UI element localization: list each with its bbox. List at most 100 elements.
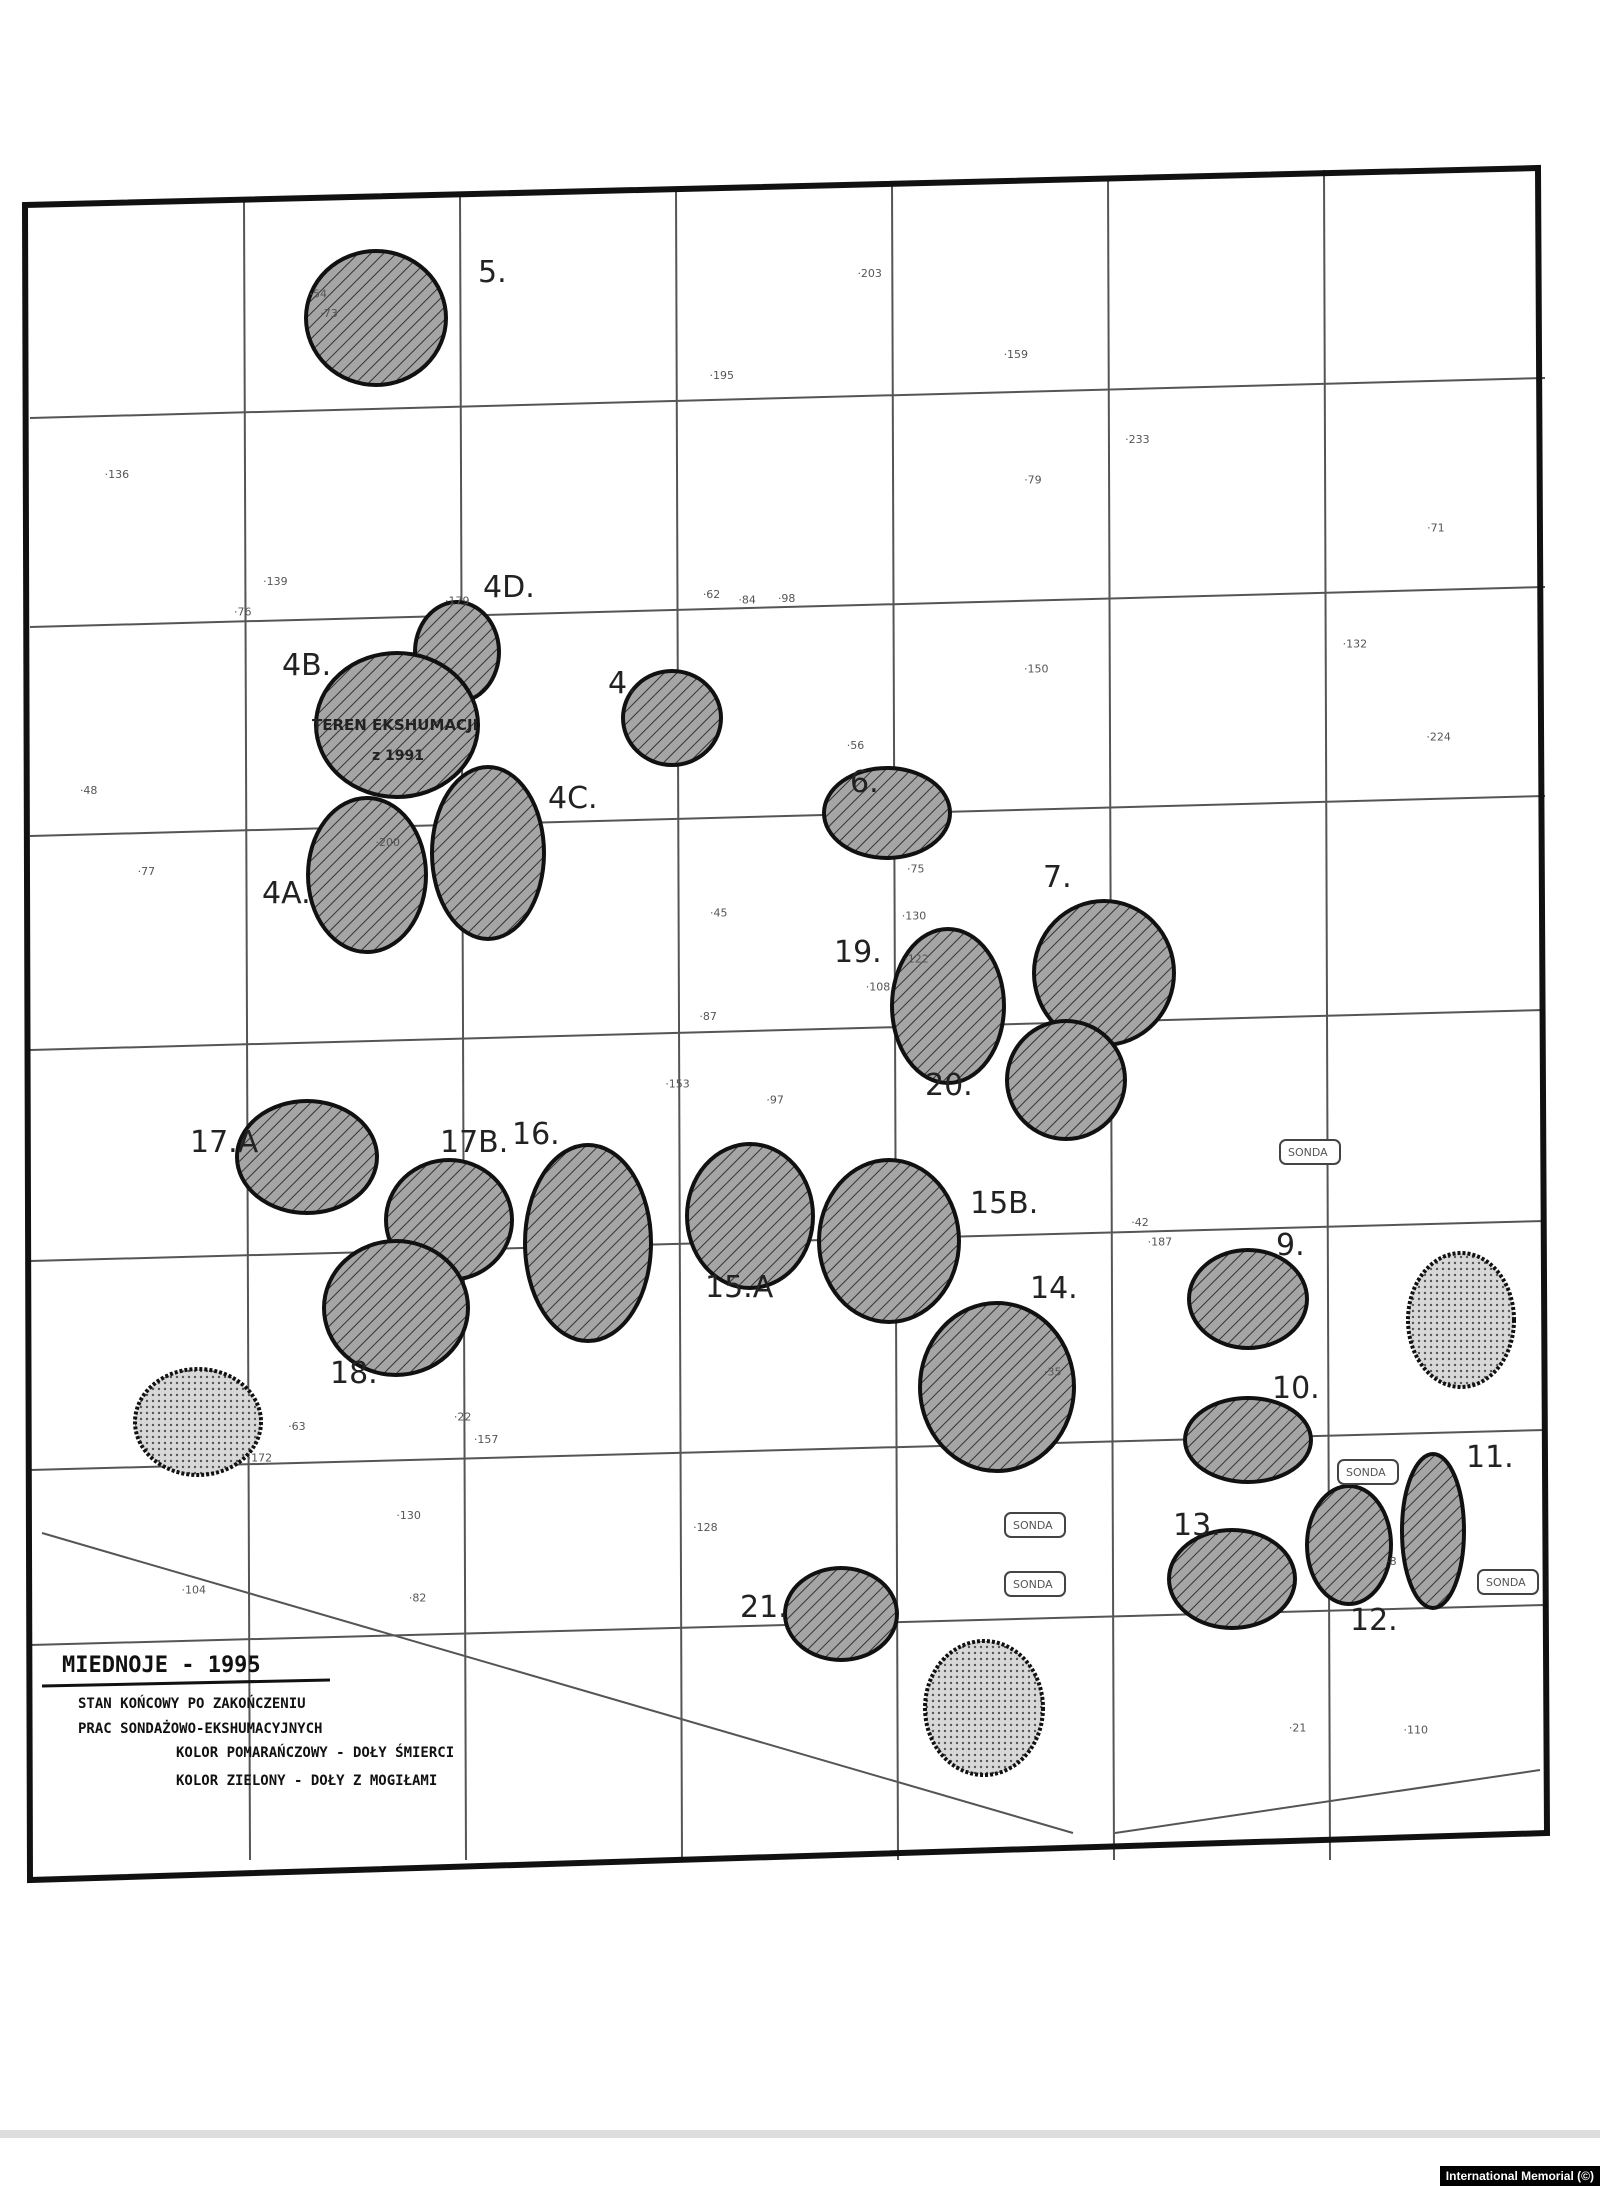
sonda-box — [1279, 1139, 1341, 1165]
spot-height: ·224 — [1426, 730, 1451, 743]
map-frame — [21, 164, 1551, 1884]
grid-line-vertical — [243, 199, 251, 1861]
spot-height: ·104 — [182, 1583, 207, 1596]
spot-height: ·195 — [710, 369, 735, 382]
legend: MIEDNOJE - 1995 STAN KOŃCOWY PO ZAKOŃCZE… — [41, 1653, 454, 1789]
pit-21 — [783, 1566, 899, 1662]
sonda-label: SONDA — [1486, 1576, 1526, 1589]
pit-label-7: 7. — [1043, 860, 1072, 895]
pit-label-14: 14. — [1030, 1271, 1078, 1306]
spot-height: ·77 — [138, 865, 156, 878]
spot-height: ·54 — [310, 288, 328, 301]
spot-height: ·21 — [1289, 1721, 1307, 1734]
sonda-label: SONDA — [1288, 1146, 1328, 1159]
sonda-label: SONDA — [1346, 1466, 1386, 1479]
pit-13 — [1167, 1528, 1297, 1630]
spot-height: ·82 — [409, 1592, 427, 1605]
pit-label-4B: 4B. — [282, 648, 331, 683]
sonda-box — [1004, 1571, 1066, 1597]
spot-height: ·8 — [1386, 1555, 1397, 1568]
spot-height: ·150 — [1024, 662, 1049, 675]
pit-label-17A: 17.A — [190, 1125, 259, 1160]
spot-height: ·73 — [320, 307, 338, 320]
pit-20 — [1005, 1019, 1127, 1141]
credit-label: International Memorial (©) — [1439, 2166, 1600, 2186]
pit-label-15A: 15.A — [705, 1270, 774, 1305]
pit-12 — [1305, 1484, 1393, 1606]
sonda-box — [1337, 1459, 1399, 1485]
pit-5 — [304, 249, 448, 387]
pit-4B — [314, 651, 480, 799]
pit-17A — [235, 1099, 379, 1215]
spot-height: ·203 — [857, 267, 882, 280]
spot-height: ·71 — [1427, 521, 1445, 534]
spot-height: ·200 — [376, 836, 401, 849]
spot-height: ·139 — [263, 575, 288, 588]
pit-16 — [523, 1143, 653, 1343]
pit-4 — [621, 669, 723, 767]
pit-10 — [1183, 1396, 1313, 1484]
pit-15B — [817, 1158, 961, 1324]
legend-line-2: PRAC SONDAŻOWO-EKSHUMACYJNYCH — [78, 1720, 322, 1737]
sonda-label: SONDA — [1013, 1578, 1053, 1591]
pit-19 — [890, 927, 1006, 1085]
pit-label-15B: 15B. — [970, 1186, 1038, 1221]
spot-height: ·87 — [699, 1010, 717, 1023]
pit-4C — [430, 765, 546, 941]
pits-layer: 5. 4D. 4B. 4. 4C. 4A. 6. 7. 19. 20. 17.A 17B. 16. 15.… — [133, 249, 1539, 1777]
spot-height: ·130 — [902, 909, 927, 922]
pit-d2 — [1406, 1251, 1516, 1389]
pit-label-12: 12. — [1350, 1603, 1398, 1638]
legend-line-1: STAN KOŃCOWY PO ZAKOŃCZENIU — [78, 1694, 306, 1712]
spot-height: ·63 — [288, 1420, 306, 1433]
pit-label-17B: 17B. — [440, 1125, 508, 1160]
spot-height: ·48 — [80, 784, 98, 797]
pit-15A — [685, 1142, 815, 1290]
spot-height: ·84 — [738, 593, 756, 606]
grid-line-horizontal — [29, 377, 1546, 419]
legend-title: MIEDNOJE - 1995 — [62, 1653, 261, 1678]
spot-height: ·130 — [396, 1509, 421, 1522]
spot-height: ·187 — [1148, 1235, 1173, 1248]
spot-height: ·42 — [1131, 1216, 1149, 1229]
pit-label-10: 10. — [1272, 1371, 1320, 1406]
pit-label-9: 9. — [1276, 1228, 1305, 1263]
pit-6 — [822, 766, 952, 860]
spot-height: ·159 — [1004, 348, 1028, 361]
boundary-line — [41, 1532, 1074, 1834]
pit-14 — [918, 1301, 1076, 1473]
legend-line-3: KOLOR POMARAŃCZOWY - DOŁY ŚMIERCI — [176, 1743, 454, 1761]
pit-label-19: 19. — [834, 935, 882, 970]
grid-line-horizontal — [29, 1009, 1546, 1051]
spot-heights: ·97 ·76 ·87 ·104 ·75 ·157 ·159 ·98 ·79 ·108 ·73 ·11… — [80, 267, 1451, 1737]
pit-label-4C: 4C. — [548, 781, 598, 816]
pit-11 — [1400, 1452, 1466, 1610]
spot-height: ·56 — [847, 739, 865, 752]
sonda-box — [1477, 1569, 1539, 1595]
spot-height: ·110 — [1404, 1724, 1429, 1737]
spot-height: ·108 — [866, 980, 891, 993]
pit-label-20: 20. — [925, 1068, 973, 1103]
pit-label-6: 6. — [850, 765, 879, 800]
pit-d1 — [133, 1367, 263, 1477]
spot-height: ·179 — [445, 595, 470, 608]
pit-label-18: 18. — [330, 1356, 378, 1391]
boundary-line — [1114, 1769, 1541, 1834]
spot-height: ·75 — [907, 863, 925, 876]
grid-line-horizontal — [29, 795, 1546, 837]
spot-height: ·62 — [703, 588, 721, 601]
annotation-exhumation-area: TEREN EKSHUMACJI — [312, 716, 478, 734]
scan-edge — [0, 2130, 1600, 2138]
pit-18 — [322, 1239, 470, 1377]
spot-height: ·172 — [248, 1452, 273, 1465]
spot-height: ·128 — [693, 1521, 718, 1534]
pit-d3 — [923, 1639, 1045, 1777]
pit-9 — [1187, 1248, 1309, 1350]
spot-height: ·45 — [710, 907, 728, 920]
sonda-label: SONDA — [1013, 1519, 1053, 1532]
pit-label-11: 11. — [1466, 1440, 1514, 1475]
spot-height: ·79 — [1024, 473, 1042, 486]
sonda-box — [1004, 1512, 1066, 1538]
pit-label-21: 21. — [740, 1590, 788, 1625]
